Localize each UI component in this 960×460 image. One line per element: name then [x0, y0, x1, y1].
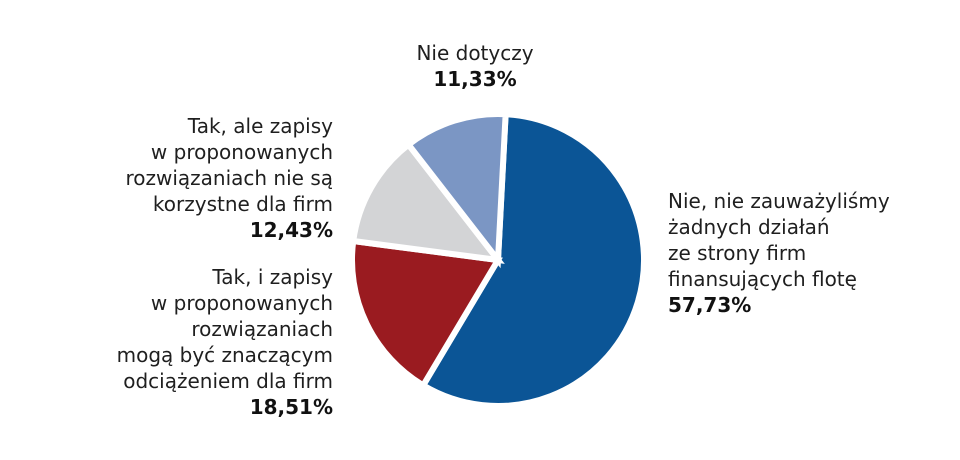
slice-value-label: 12,43% [249, 218, 333, 242]
slice-label-line: w proponowanych [150, 291, 333, 315]
pie-slice-nie-zauwazylismy [419, 111, 647, 409]
slice-value-label: 57,73% [668, 293, 752, 317]
slice-label-line: rozwiązaniach nie są [125, 166, 333, 190]
pie-slice-nie-dotyczy [404, 111, 509, 269]
slice-label-line: rozwiązaniach [191, 317, 333, 341]
pie-slice-nie-korzystne [349, 140, 505, 264]
slice-label-nie-dotyczy: Nie dotyczy 11,33% [375, 40, 575, 92]
slice-label-line: w proponowanych [150, 140, 333, 164]
slice-label-line: żadnych działań [668, 215, 830, 239]
slice-value-label: 11,33% [433, 67, 517, 91]
slice-label-nie-korzystne: Tak, ale zapisy w proponowanych rozwiąza… [125, 113, 333, 243]
slice-label-znaczacym-odciazeniem: Tak, i zapisy w proponowanych rozwiązani… [117, 264, 333, 420]
slice-label-line: Tak, ale zapisy [187, 114, 333, 138]
slice-label-line: korzystne dla firm [152, 192, 333, 216]
slice-value-label: 18,51% [249, 395, 333, 419]
slice-label-nie-zauwazylismy: Nie, nie zauważyliśmy żadnych działań ze… [668, 188, 890, 318]
slice-label-line: Nie dotyczy [416, 41, 534, 65]
slice-label-line: ze strony firm [668, 241, 807, 265]
slice-label-line: mogą być znaczącym [116, 343, 333, 367]
slice-label-line: odciążeniem dla firm [123, 369, 333, 393]
pie-slice-znaczacym-odciazeniem [349, 237, 503, 390]
slice-label-line: Nie, nie zauważyliśmy [668, 189, 890, 213]
slice-label-line: finansujących flotę [668, 267, 857, 291]
slice-label-line: Tak, i zapisy [212, 265, 333, 289]
